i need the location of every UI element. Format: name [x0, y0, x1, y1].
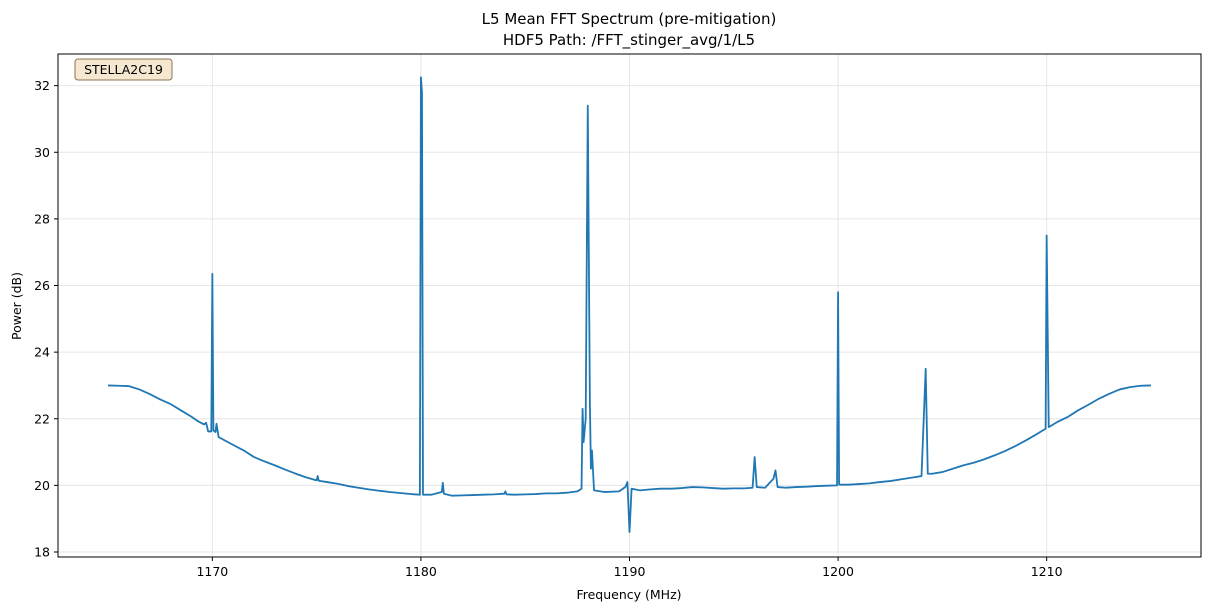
y-tick-label: 18 [34, 545, 50, 560]
annotation-text: STELLA2C19 [84, 62, 163, 77]
spectrum-line [108, 76, 1151, 533]
y-tick-label: 24 [34, 345, 50, 360]
x-tick-label: 1180 [405, 564, 437, 579]
y-tick-label: 28 [34, 211, 50, 226]
y-tick-label: 26 [34, 278, 50, 293]
y-tick-label: 30 [34, 145, 50, 160]
x-tick-label: 1190 [614, 564, 646, 579]
x-tick-label: 1170 [196, 564, 228, 579]
annotation-box [74, 58, 173, 81]
x-axis-label: Frequency (MHz) [576, 587, 681, 602]
annotation-badge: STELLA2C19 [74, 58, 173, 81]
y-axis-label: Power (dB) [9, 272, 24, 340]
y-tick-label: 22 [34, 411, 50, 426]
grid-lines [58, 54, 1201, 557]
y-tick-label: 20 [34, 478, 50, 493]
x-axis: 1170 1180 1190 1200 1210 [196, 557, 1063, 579]
y-tick-label: 32 [34, 78, 50, 93]
y-axis: 18 20 22 24 26 28 30 32 [34, 78, 58, 560]
x-tick-label: 1210 [1031, 564, 1063, 579]
x-tick-label: 1200 [822, 564, 854, 579]
chart-title: L5 Mean FFT Spectrum (pre-mitigation) [482, 10, 777, 28]
chart-subtitle: HDF5 Path: /FFT_stinger_avg/1/L5 [503, 31, 755, 50]
